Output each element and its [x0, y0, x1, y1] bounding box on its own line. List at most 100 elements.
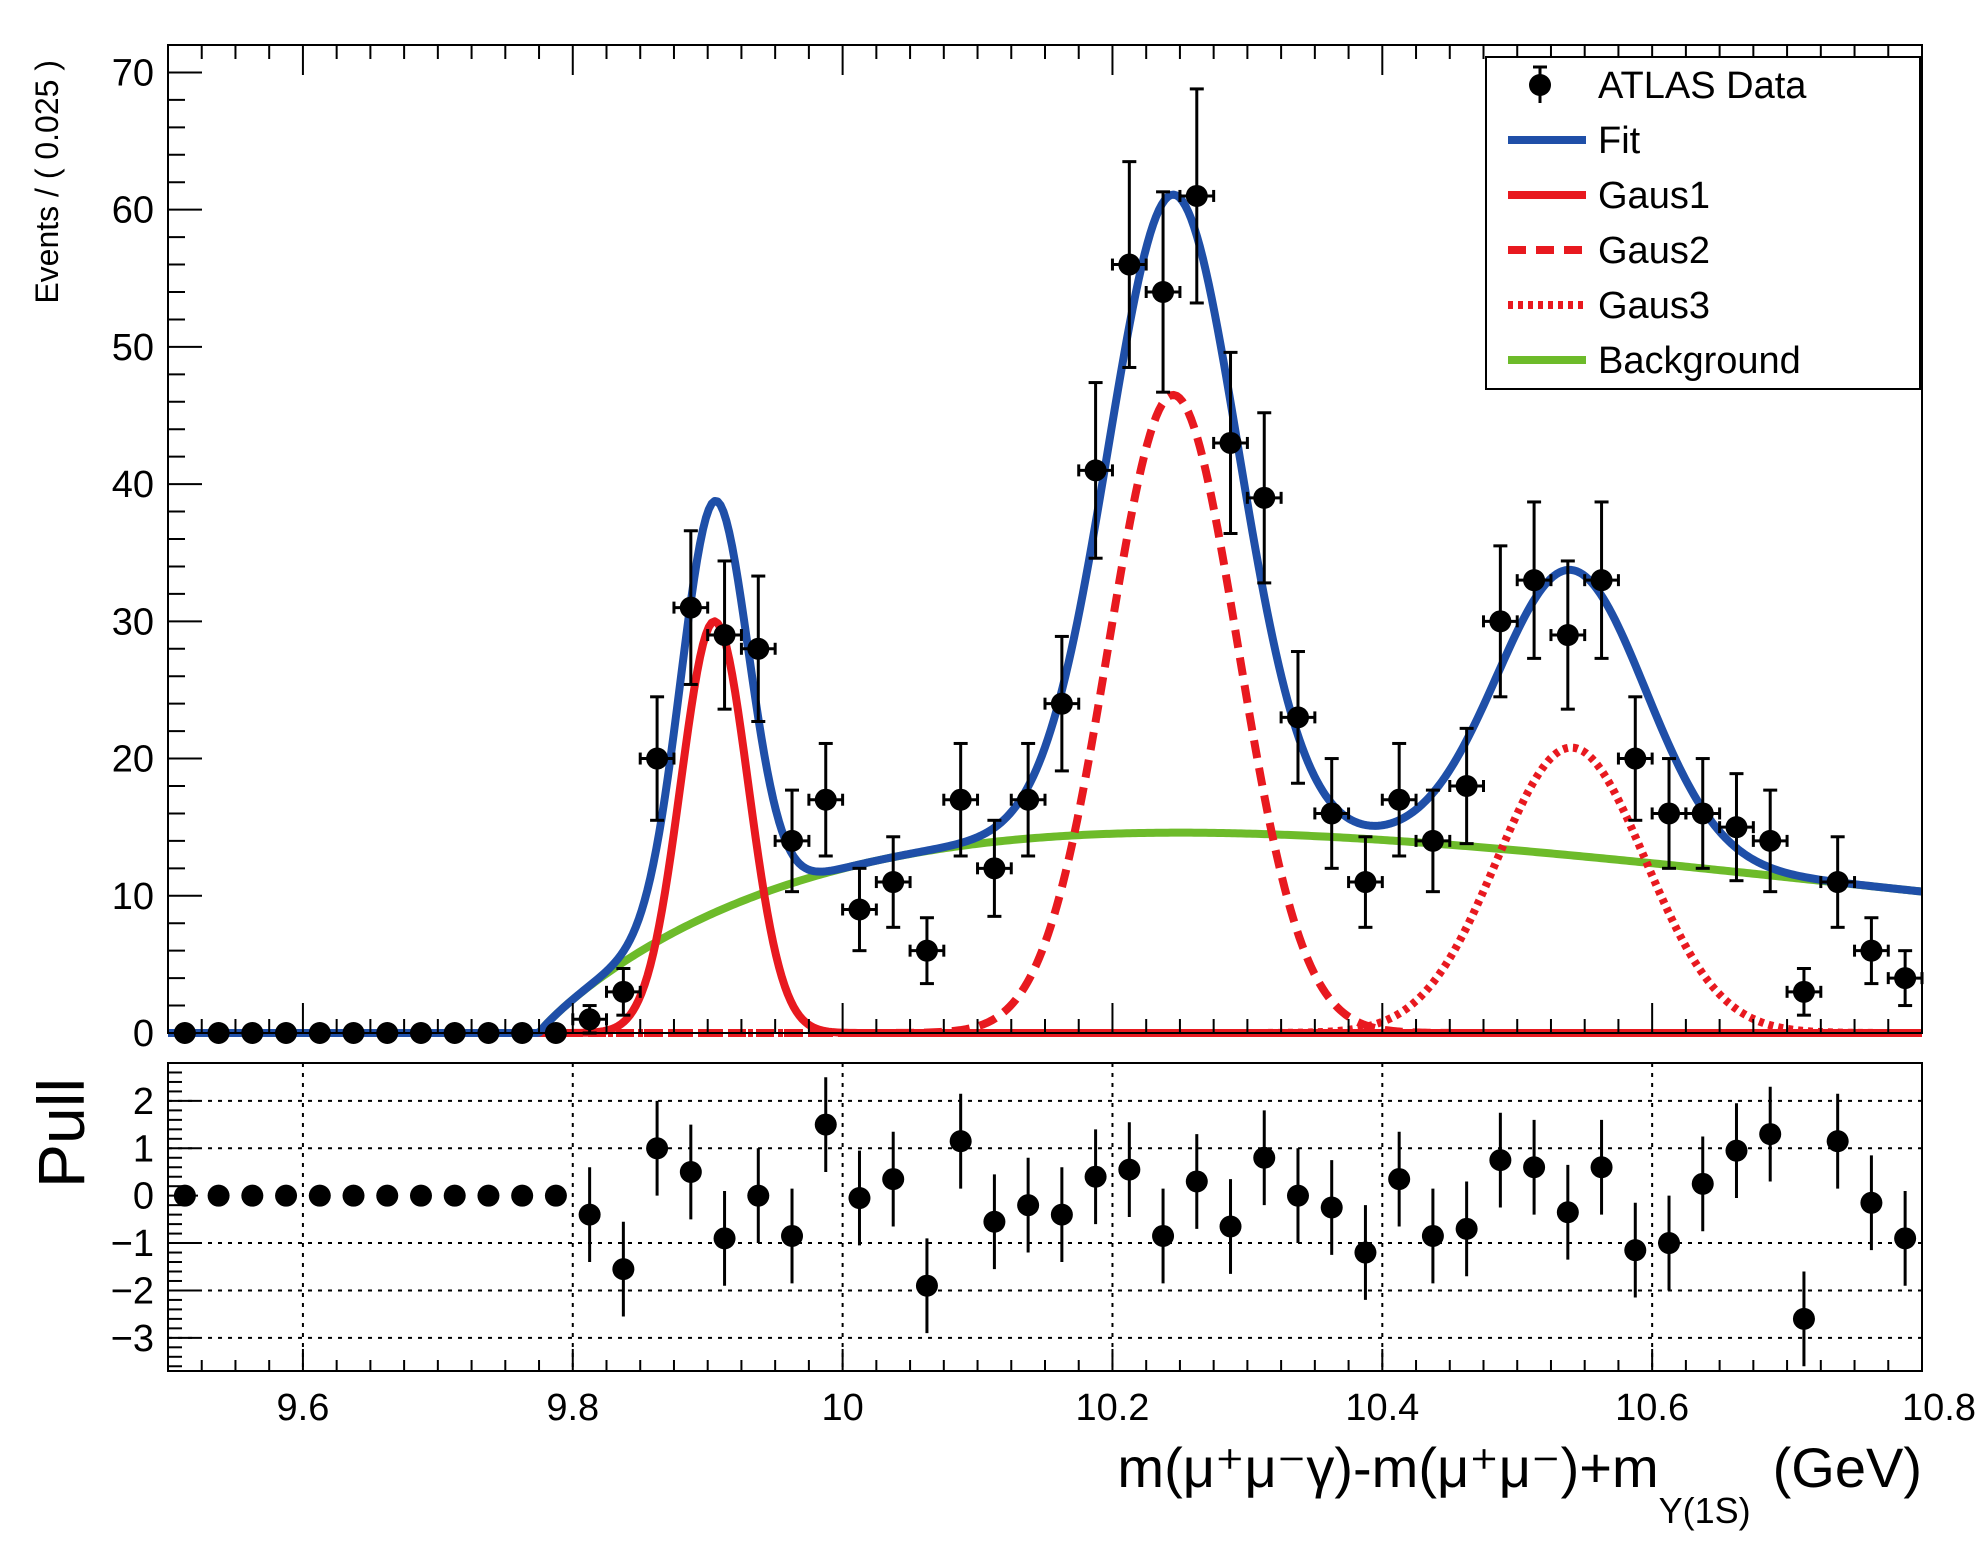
data-point: [1751, 788, 1789, 894]
pull-y-tick-label: −3: [111, 1318, 154, 1360]
pull-marker: [1590, 1156, 1613, 1179]
pull-marker: [578, 1203, 601, 1226]
pull-point: [612, 1221, 635, 1317]
x-axis-label: m(μ⁺μ⁻γ)-m(μ⁺μ⁻)+mΥ(1S) (GeV): [1117, 1436, 1922, 1531]
pull-point: [983, 1174, 1006, 1270]
pull-marker: [949, 1130, 972, 1153]
data-point: [1414, 788, 1452, 894]
pull-point: [1792, 1271, 1815, 1367]
pull-point: [1152, 1188, 1175, 1284]
data-marker: [814, 788, 837, 811]
pull-point: [207, 1184, 230, 1207]
data-marker: [1860, 939, 1883, 962]
data-marker: [1388, 788, 1411, 811]
pull-point: [1219, 1179, 1242, 1274]
pull-marker: [1759, 1123, 1782, 1146]
pull-marker: [713, 1227, 736, 1250]
data-marker: [1320, 802, 1343, 825]
data-marker: [1894, 967, 1917, 990]
pull-point: [1421, 1188, 1444, 1284]
pull-point: [1590, 1119, 1613, 1215]
data-point: [1583, 500, 1620, 660]
pull-point: [1894, 1190, 1917, 1286]
pull-point: [578, 1167, 601, 1263]
x-axis-label-unit: (GeV): [1773, 1436, 1922, 1499]
data-point: [1313, 757, 1351, 870]
pull-marker: [241, 1184, 264, 1207]
data-point: [807, 741, 845, 858]
data-marker: [747, 637, 770, 660]
pull-y-tick-label: 2: [133, 1081, 154, 1123]
pull-point: [747, 1148, 770, 1244]
pull-point: [342, 1184, 365, 1207]
data-marker: [1523, 569, 1546, 592]
data-marker: [1286, 706, 1309, 729]
pull-point: [409, 1184, 432, 1207]
data-point: [1043, 634, 1081, 773]
data-point: [672, 529, 710, 686]
data-marker: [612, 980, 635, 1003]
pull-point: [1860, 1155, 1883, 1251]
data-marker: [949, 788, 972, 811]
pull-point: [1286, 1148, 1309, 1244]
data-marker: [1759, 829, 1782, 852]
data-point: [1482, 544, 1519, 699]
legend-label: Gaus3: [1598, 285, 1710, 327]
data-marker: [848, 898, 871, 921]
data-marker: [1152, 281, 1175, 303]
pull-marker: [814, 1113, 837, 1136]
pull-point: [1658, 1195, 1681, 1291]
legend-item: Gaus1: [1508, 175, 1710, 217]
pull-point: [1624, 1202, 1647, 1298]
pull-marker: [511, 1184, 534, 1207]
pull-marker: [1792, 1307, 1815, 1330]
pull-marker: [1691, 1172, 1714, 1195]
pull-point: [544, 1184, 567, 1207]
data-marker: [1725, 816, 1748, 839]
pull-marker: [1523, 1156, 1546, 1179]
data-point: [638, 695, 676, 822]
data-point: [1886, 949, 1924, 1008]
legend-item: ATLAS Data: [1529, 65, 1807, 107]
data-marker: [1556, 624, 1579, 647]
data-point: [1515, 500, 1553, 660]
data-point: [1178, 87, 1216, 305]
data-point: [1380, 741, 1418, 858]
data-point: [1110, 160, 1148, 369]
pull-point: [1556, 1164, 1579, 1260]
pull-marker: [848, 1187, 871, 1210]
pull-y-tick-label: −1: [111, 1223, 154, 1265]
main-panel: 0 10 20 30 40 50 60 70 Events / ( 0.025 ): [29, 44, 1924, 1055]
data-marker: [1624, 747, 1647, 770]
data-marker: [1084, 459, 1107, 482]
legend-item: Gaus3: [1508, 285, 1710, 327]
pull-marker: [544, 1184, 567, 1207]
pull-axis-label: Pull: [24, 1078, 98, 1188]
legend-label: Background: [1598, 340, 1801, 382]
data-marker: [1118, 253, 1141, 276]
pull-marker: [781, 1224, 804, 1247]
x-tick-labels: 9.6 9.8 10 10.2 10.4 10.6 10.8: [277, 1387, 1976, 1429]
x-axis-label-subscript: Υ(1S): [1659, 1490, 1751, 1531]
pull-point: [477, 1184, 500, 1207]
legend-label: Gaus1: [1598, 175, 1710, 217]
data-marker: [1017, 788, 1040, 811]
pull-point: [1354, 1205, 1377, 1300]
y-tick-label: 30: [112, 601, 154, 643]
data-point: [605, 967, 642, 1017]
data-point: [841, 866, 878, 953]
x-tick-label: 9.8: [546, 1387, 599, 1429]
data-point: [1077, 381, 1114, 560]
pull-point: [1253, 1110, 1276, 1206]
pull-marker: [376, 1184, 399, 1207]
data-marker: [781, 829, 804, 852]
pull-marker: [1624, 1239, 1647, 1262]
pull-marker: [1826, 1130, 1849, 1153]
pull-marker: [679, 1160, 702, 1183]
legend-label: ATLAS Data: [1598, 65, 1807, 107]
pull-point: [1017, 1157, 1040, 1253]
pull-marker: [1084, 1165, 1107, 1188]
pull-point: [848, 1150, 871, 1246]
data-point: [1819, 835, 1857, 929]
pull-point: [1826, 1093, 1849, 1189]
